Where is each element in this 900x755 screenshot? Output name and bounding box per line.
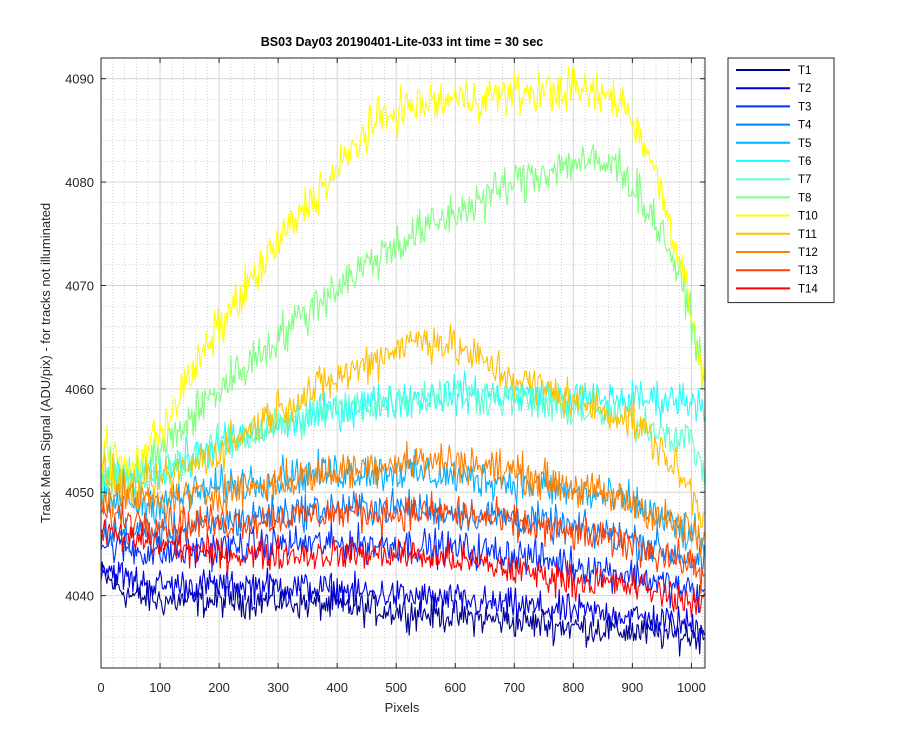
series-line-t13 — [101, 491, 705, 595]
series-line-t2 — [101, 561, 705, 643]
legend-box — [727, 57, 835, 304]
y-tick-label: 4060 — [65, 382, 94, 397]
y-axis-label: Track Mean Signal (ADU/pix) - for tracks… — [38, 203, 53, 523]
plot-background — [101, 58, 705, 668]
x-tick-label: 900 — [622, 680, 644, 695]
legend-label: T4 — [798, 120, 812, 132]
series-layer — [101, 66, 705, 657]
legend-label: T2 — [798, 83, 811, 95]
series-line-t12 — [101, 441, 705, 557]
x-tick-label: 200 — [208, 680, 230, 695]
x-tick-label: 800 — [562, 680, 584, 695]
x-tick-label: 0 — [97, 680, 104, 695]
legend-label: T13 — [798, 265, 818, 277]
legend-label: T8 — [798, 192, 811, 204]
y-tick-label: 4040 — [65, 589, 94, 604]
axes-frame — [100, 57, 706, 669]
series-line-t14 — [101, 519, 705, 618]
x-tick-label: 700 — [503, 680, 525, 695]
series-line-t8 — [101, 143, 705, 499]
plot-border — [100, 57, 706, 669]
y-tick-label: 4080 — [65, 175, 94, 190]
x-tick-label: 100 — [149, 680, 171, 695]
legend-label: T1 — [798, 65, 811, 77]
y-tick-label: 4050 — [65, 485, 94, 500]
legend: T1 T2 T3 T4 T5 T6 T7 T8 T10 T11 T12 T13 T14 — [727, 57, 835, 304]
chart-title: BS03 Day03 20190401-Lite-033 int time = … — [261, 35, 544, 49]
y-axis: 4040 4050 4060 4070 4080 4090 — [65, 72, 705, 604]
x-axis-label: Pixels — [385, 700, 420, 715]
x-tick-label: 500 — [385, 680, 407, 695]
legend-label: T6 — [798, 156, 811, 168]
legend-label: T10 — [798, 211, 818, 223]
series-line-t1 — [101, 561, 705, 657]
series-line-t10 — [101, 66, 705, 484]
legend-label: T5 — [798, 138, 811, 150]
series-line-t5 — [101, 448, 705, 557]
x-axis: 0 100 200 300 400 500 600 700 800 900 1000 — [97, 58, 706, 695]
x-tick-label: 300 — [267, 680, 289, 695]
x-tick-label: 600 — [444, 680, 466, 695]
legend-label: T14 — [798, 283, 818, 295]
x-tick-label: 1000 — [677, 680, 706, 695]
y-tick-label: 4070 — [65, 278, 94, 293]
legend-label: T11 — [798, 229, 817, 241]
legend-label: T7 — [798, 174, 811, 186]
x-tick-label: 400 — [326, 680, 348, 695]
legend-label: T3 — [798, 101, 811, 113]
legend-label: T12 — [798, 247, 818, 259]
y-tick-label: 4090 — [65, 72, 94, 87]
axes-area — [101, 58, 705, 668]
grid-lines — [100, 57, 705, 668]
series-line-t11 — [101, 323, 705, 529]
